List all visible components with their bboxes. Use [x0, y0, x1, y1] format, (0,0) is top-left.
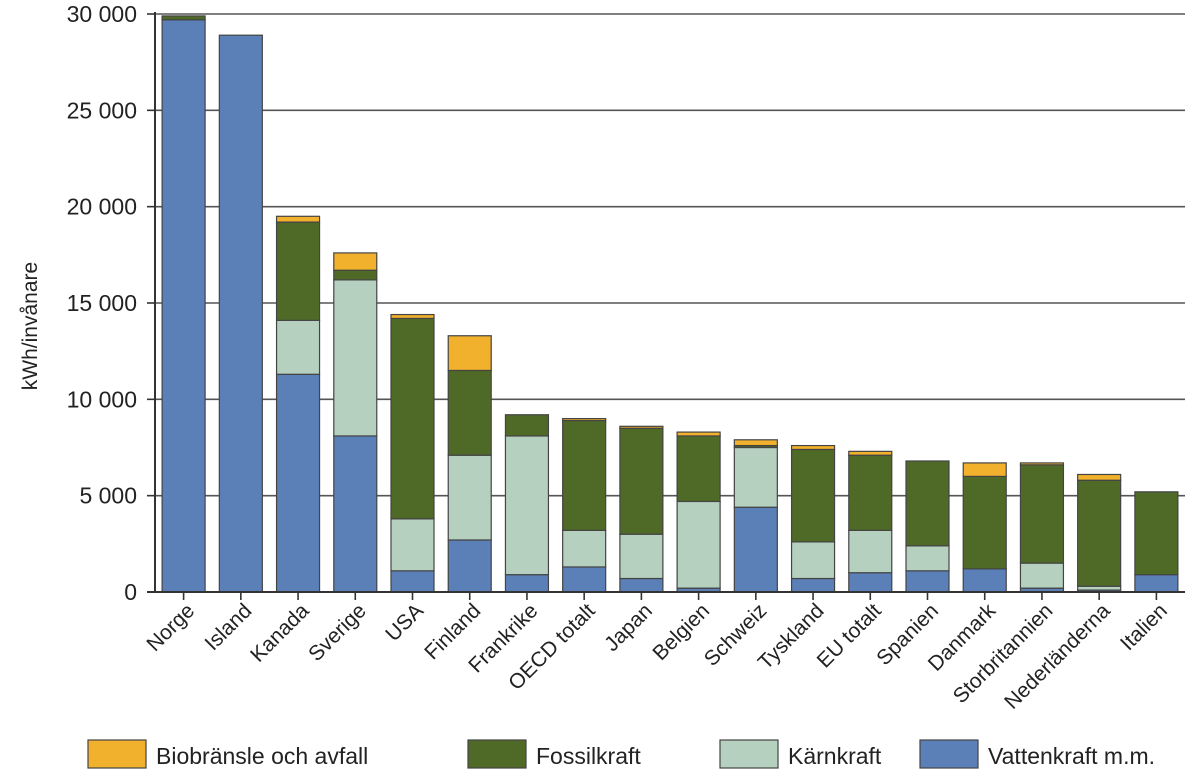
- x-category-label: USA: [381, 599, 428, 646]
- bar-segment: [619, 533, 664, 580]
- bar-segment: [161, 15, 206, 21]
- y-tick-label: 0: [124, 579, 137, 605]
- bars: [161, 15, 1179, 593]
- bar-segment: [275, 319, 321, 375]
- bar-segment: [275, 215, 321, 223]
- legend: Biobränsle och avfall Fossilkraft Kärnkraf…: [87, 739, 1155, 769]
- legend-label: Fossilkraft: [536, 743, 641, 769]
- y-tick-label: 10 000: [67, 386, 137, 412]
- x-category-label: Kanada: [246, 599, 314, 667]
- bar-segment: [1077, 479, 1122, 587]
- bar-segment: [390, 317, 435, 520]
- bar-segment: [275, 221, 321, 321]
- bar-segment: [619, 425, 664, 429]
- bar-segment: [619, 577, 664, 593]
- legend-swatch: [467, 739, 527, 769]
- bar-segment: [447, 454, 492, 541]
- bar-segment: [447, 539, 492, 593]
- bar-segment: [504, 414, 550, 437]
- bar-segment: [333, 269, 378, 281]
- bar-segment: [790, 444, 836, 451]
- bar-segment: [562, 419, 607, 531]
- bar-segment: [1077, 473, 1122, 481]
- bar-segment: [447, 335, 492, 372]
- bar-segment: [962, 475, 1007, 570]
- bar-segment: [790, 448, 836, 543]
- legend-label: Kärnkraft: [788, 743, 882, 769]
- y-tick-labels: 0 5 000 10 000 15 000 20 000 25 000 30 000: [67, 1, 155, 605]
- bar-segment: [504, 435, 550, 576]
- bar-segment: [790, 541, 836, 580]
- y-tick-label: 25 000: [67, 97, 137, 123]
- bar-segment: [676, 431, 721, 437]
- bar-segment: [218, 34, 263, 593]
- bar-segment: [275, 373, 321, 593]
- x-category-label: Nederländerna: [1000, 599, 1115, 714]
- bar-segment: [333, 252, 378, 271]
- x-category-label: Italien: [1116, 599, 1172, 655]
- bar-segment: [390, 570, 435, 593]
- y-tick-label: 5 000: [79, 483, 137, 509]
- x-category-label: Sverige: [304, 599, 371, 666]
- bar-segment: [905, 570, 950, 593]
- bar-segment: [962, 462, 1007, 477]
- x-category-label: Norge: [142, 599, 199, 656]
- bar-segment: [848, 572, 893, 593]
- legend-label: Biobränsle och avfall: [156, 743, 368, 769]
- bar-segment: [790, 577, 836, 593]
- bar-segment: [333, 279, 378, 437]
- legend-swatch: [919, 739, 979, 769]
- bar-segment: [504, 574, 550, 593]
- x-category-label: Storbritannien: [949, 599, 1058, 708]
- legend-swatch: [87, 739, 147, 769]
- bar-segment: [676, 500, 721, 589]
- x-category-label: Island: [200, 599, 256, 655]
- bar-segment: [905, 545, 950, 572]
- bar-segment: [562, 418, 607, 422]
- grid-lines: [155, 13, 1185, 497]
- bar-segment: [905, 460, 950, 547]
- bar-segment: [733, 439, 778, 447]
- y-tick-label: 20 000: [67, 194, 137, 220]
- bar-segment: [848, 529, 893, 574]
- legend-label: Vattenkraft m.m.: [988, 743, 1155, 769]
- y-tick-label: 15 000: [67, 290, 137, 316]
- bar-segment: [1134, 491, 1179, 576]
- bar-segment: [676, 435, 721, 503]
- bar-segment: [848, 450, 893, 456]
- bar-segment: [390, 518, 435, 572]
- bar-segment: [1134, 574, 1179, 593]
- bar-segment: [562, 566, 607, 593]
- legend-swatch: [719, 739, 779, 769]
- x-category-label: EU totalt: [813, 599, 886, 672]
- bar-segment: [1019, 462, 1065, 466]
- bar-segment: [390, 313, 435, 320]
- y-axis-title: kWh/invånare: [19, 262, 42, 390]
- bar-segment: [447, 369, 492, 456]
- bar-segment: [161, 19, 206, 593]
- bar-segment: [848, 454, 893, 531]
- bar-segment: [962, 568, 1007, 593]
- bar-segment: [333, 435, 378, 593]
- y-tick-label: 30 000: [67, 1, 137, 27]
- bar-segment: [733, 446, 778, 508]
- bar-segment: [1019, 562, 1065, 589]
- bar-segment: [733, 506, 778, 593]
- bar-segment: [562, 529, 607, 568]
- bar-segment: [1019, 464, 1065, 564]
- bar-segment: [619, 427, 664, 535]
